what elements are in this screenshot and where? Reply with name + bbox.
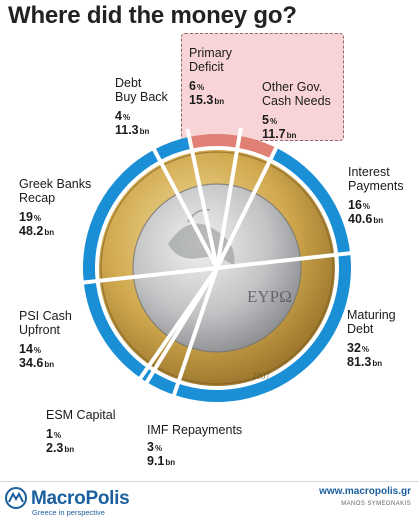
label-name-line: IMF Repayments [147,423,243,437]
label-amount: 48.2bn [19,224,55,238]
brand-tagline: Greece in perspective [32,508,105,517]
label-percent: 5% [262,113,278,127]
label-primary-deficit: Primary Deficit 6% 15.3bn [189,46,232,107]
label-name-line: Debt [115,76,142,90]
brand-name: MacroPolis [31,487,130,509]
label-percent: 6% [189,79,205,93]
label-amount: 34.6bn [19,356,55,370]
pie-slice-debt-buy-back [154,136,192,161]
label-name-line: ESM Capital [46,408,116,422]
slice-separator [215,127,243,269]
label-percent: 16% [348,198,371,212]
coin-legend-text: ΕΥΡΩ [247,287,292,306]
pie-slice-imf-repayments [146,371,178,395]
label-amount: 40.6bn [348,212,384,226]
label-percent: 14% [19,342,42,356]
label-name-line: Upfront [19,323,60,337]
pie-slice-esm-capital [140,368,154,383]
pie-slice-greek-banks-recap [82,149,160,283]
slice-separator [185,128,219,269]
label-name-line: Cash Needs [262,94,331,108]
label-psi-cash-upfront: PSI Cash Upfront 14% 34.6bn [19,309,72,370]
label-name-line: PSI Cash [19,309,72,323]
pie-chart: ΕΥΡΩ 2007 [75,127,359,404]
label-esm-capital: ESM Capital 1% 2.3bn [46,408,115,455]
label-percent: 1% [46,427,62,441]
highlight-box [181,33,344,141]
page-title: Where did the money go? [8,2,297,29]
label-name-line: Deficit [189,60,224,74]
macropolis-logo-icon [5,487,27,509]
label-name-line: Other Gov. [262,80,323,94]
label-other-gov-cash-needs: Other Gov. Cash Needs 5% 11.7bn [262,80,331,141]
pie-ring [82,134,351,403]
label-imf-repayments: IMF Repayments 3% 9.1bn [147,423,242,468]
label-name-line: Recap [19,191,56,205]
label-amount: 15.3bn [189,93,225,107]
slice-separators [75,127,359,404]
label-percent: 32% [347,341,370,355]
label-name-line: Buy Back [115,90,168,104]
author-credit: MANOS SYMEONAKIS [341,501,411,507]
label-interest-payments: Interest Payments 16% 40.6bn [348,165,404,226]
pie-slice-other-gov-cash-needs [237,135,277,159]
slice-separator [215,139,282,269]
label-name-line: Greek Banks [19,177,92,191]
label-name-line: Debt [347,322,374,336]
slice-separator [75,266,218,286]
label-name-line: Interest [348,165,390,179]
euro-coin: ΕΥΡΩ 2007 [99,150,335,386]
label-debt-buy-back: Debt Buy Back 4% 11.3bn [115,76,168,137]
label-name-line: Primary [189,46,233,60]
label-amount: 11.7bn [262,127,297,141]
pie-slice-psi-cash-upfront [83,281,148,378]
label-amount: 9.1bn [147,454,176,468]
label-name-line: Maturing [347,308,396,322]
pie-slice-interest-payments [270,147,351,255]
slice-separator [169,267,219,404]
slice-separator [134,266,219,386]
brand[interactable]: MacroPolis Greece in perspective [4,486,130,517]
label-percent: 3% [147,440,163,454]
website-link[interactable]: www.macropolis.gr [319,486,411,497]
slice-separator [148,141,219,269]
pie-slice-maturing-debt [174,253,351,403]
pie-slice-primary-deficit [189,134,240,149]
label-amount: 11.3bn [115,123,150,137]
label-amount: 81.3bn [347,355,383,369]
label-percent: 19% [19,210,42,224]
label-percent: 4% [115,109,131,123]
coin-year-text: 2007 [252,371,271,381]
label-greek-banks-recap: Greek Banks Recap 19% 48.2bn [19,177,91,238]
label-amount: 2.3bn [46,441,75,455]
slice-separator [216,250,359,270]
label-maturing-debt: Maturing Debt 32% 81.3bn [347,308,396,369]
label-name-line: Payments [348,179,404,193]
footer-divider [0,481,419,482]
